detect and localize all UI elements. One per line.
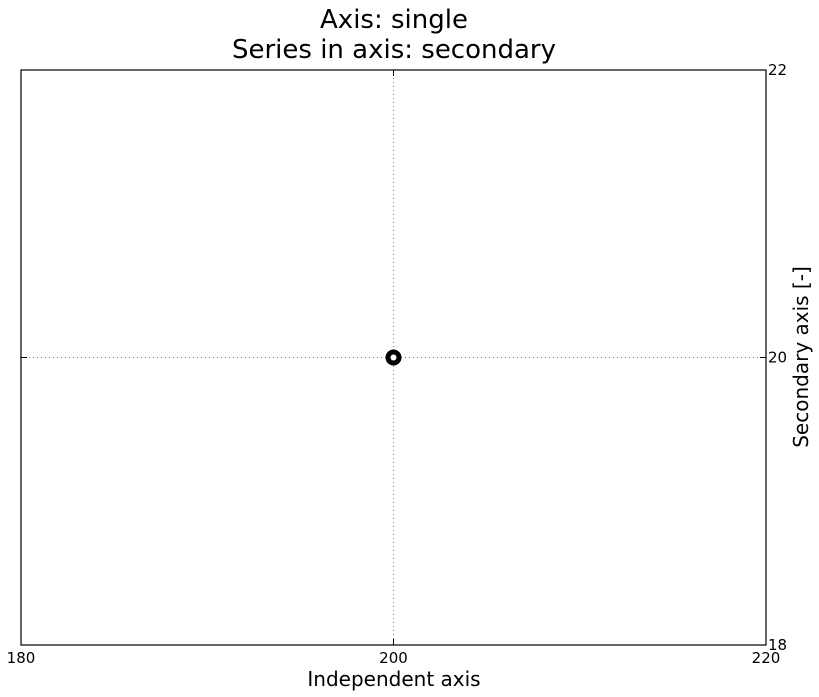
y-tick-label: 18 — [768, 636, 787, 654]
ticks-layer — [20, 69, 767, 646]
y-tick-label: 20 — [768, 349, 787, 367]
data-point-center — [390, 354, 397, 361]
chart-title-line-1: Axis: single — [320, 5, 468, 35]
x-tick-label: 180 — [7, 649, 36, 667]
x-tick-label: 220 — [752, 649, 781, 667]
x-tick-label: 200 — [379, 649, 408, 667]
y-tick-label: 22 — [768, 61, 787, 79]
x-axis-label: Independent axis — [307, 667, 480, 691]
data-points-layer — [385, 349, 402, 366]
y-axis-label: Secondary axis [-] — [789, 266, 813, 448]
chart-title-line-2: Series in axis: secondary — [232, 35, 556, 65]
